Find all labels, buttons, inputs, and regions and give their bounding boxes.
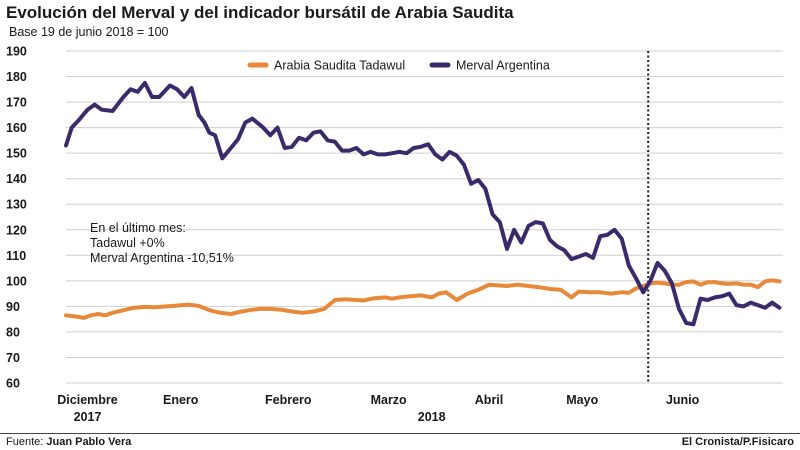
y-tick-140: 140	[6, 172, 27, 186]
x-label-month: Junio	[666, 393, 700, 407]
annotation-line: En el último mes:	[90, 221, 186, 235]
x-label-month: Mayo	[566, 393, 598, 407]
y-tick-100: 100	[6, 274, 27, 288]
y-tick-110: 110	[6, 249, 26, 263]
gridlines	[66, 50, 783, 384]
y-tick-160: 160	[6, 121, 27, 135]
merval-line	[64, 80, 782, 327]
x-label-month: Abril	[475, 393, 503, 407]
annotation-line: Tadawul +0%	[90, 236, 165, 250]
x-label-year: 2017	[74, 410, 102, 424]
chart-title: Evolución del Merval y del indicador bur…	[6, 3, 514, 22]
legend: Arabia Saudita Tadawul Merval Argentina	[247, 59, 550, 73]
source-line: Fuente: Juan Pablo Vera	[6, 436, 131, 448]
x-label-month: Marzo	[371, 393, 407, 407]
annotation-box: En el último mes:Tadawul +0%Merval Argen…	[90, 221, 234, 265]
x-axis-labels: Diciembre Enero Febrero Marzo Abril Mayo Junio…	[57, 393, 699, 424]
source-name: Juan Pablo Vera	[46, 436, 132, 448]
credit: El Cronista/P.Fisicaro	[681, 436, 794, 448]
y-tick-80: 80	[6, 325, 20, 339]
y-tick-70: 70	[6, 351, 20, 365]
series-lines	[64, 80, 782, 327]
y-tick-60: 60	[6, 377, 20, 391]
annotation-line: Merval Argentina -10,51%	[90, 251, 234, 265]
legend-label: Arabia Saudita Tadawul	[274, 59, 405, 73]
y-tick-130: 130	[6, 198, 27, 212]
y-tick-90: 90	[6, 300, 20, 314]
tadawul-line	[64, 278, 782, 320]
source-label: Fuente:	[6, 436, 44, 448]
y-axis-ticks: 60 70 80 90 100 110 120 130 140 150 160 170 180 190	[6, 45, 27, 391]
y-tick-190: 190	[6, 45, 27, 59]
y-tick-150: 150	[6, 147, 27, 161]
line-chart: 60 70 80 90 100 110 120 130 140 150 160 170 180 190 D…	[6, 45, 783, 424]
x-label-month: Enero	[163, 393, 199, 407]
x-label-year: 2018	[418, 410, 446, 424]
chart-subtitle: Base 19 de junio 2018 = 100	[9, 25, 169, 39]
footer-rule	[0, 433, 800, 434]
y-tick-170: 170	[6, 96, 27, 110]
x-label-month: Febrero	[265, 393, 312, 407]
legend-label: Merval Argentina	[456, 59, 550, 73]
y-tick-120: 120	[6, 223, 27, 237]
y-tick-180: 180	[6, 70, 27, 84]
x-label-month: Diciembre	[57, 393, 117, 407]
